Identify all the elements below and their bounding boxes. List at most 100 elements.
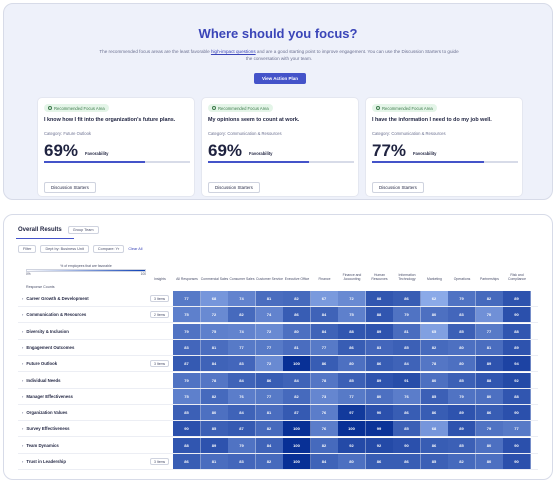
clear-all-link[interactable]: Clear All [128, 247, 143, 251]
table-row[interactable]: › Survey Effectiveness 90 85 87 82 100 76 100 99 8… [18, 421, 538, 438]
view-action-plan-button[interactable]: View Action Plan [254, 73, 306, 84]
heatmap-cell[interactable]: 87 [228, 421, 256, 437]
heatmap-cell[interactable]: 86 [475, 405, 504, 421]
heatmap-cell[interactable]: 78 [420, 356, 449, 372]
row-label[interactable]: › Engagement Outcomes [22, 345, 74, 350]
heatmap-cell[interactable]: 78 [310, 372, 339, 388]
heatmap-cell[interactable]: 74 [228, 291, 256, 306]
heatmap-cell[interactable]: 75 [200, 323, 229, 339]
heatmap-cell[interactable]: 85 [393, 339, 421, 355]
row-label[interactable]: › Future Outlook [22, 361, 57, 366]
heatmap-cell[interactable]: 89 [200, 437, 229, 453]
heatmap-cell[interactable]: 80 [420, 372, 449, 388]
heatmap-cell[interactable]: 84 [283, 372, 311, 388]
items-badge[interactable]: 3 Items [150, 360, 170, 368]
heatmap-cell[interactable]: 83 [448, 307, 476, 323]
heatmap-cell[interactable]: 72 [200, 307, 229, 323]
heatmap-cell[interactable]: 85 [420, 454, 449, 469]
heatmap-cell[interactable]: 100 [338, 421, 366, 437]
heatmap-cell[interactable]: 65 [420, 323, 449, 339]
heatmap-cell[interactable]: 80 [475, 454, 504, 469]
table-row[interactable]: › Engagement Outcomes 83 81 77 77 81 77 86 83 85 82… [18, 339, 538, 356]
row-label[interactable]: › Manager Effectiveness [22, 394, 73, 399]
heatmap-cell[interactable]: 76 [228, 388, 256, 404]
heatmap-cell[interactable]: 100 [283, 421, 311, 437]
heatmap-cell[interactable]: 81 [255, 405, 284, 421]
heatmap-cell[interactable]: 80 [338, 454, 366, 469]
table-row[interactable]: › Team Dynamics 88 89 79 84 100 82 92 92 90 86 85 80 9… [18, 437, 538, 454]
heatmap-cell[interactable]: 80 [448, 339, 476, 355]
heatmap-cell[interactable]: 94 [503, 356, 531, 372]
heatmap-cell[interactable]: 80 [338, 356, 366, 372]
heatmap-cell[interactable]: 86 [365, 356, 394, 372]
dept-filter[interactable]: Dept by: Business Unit [40, 245, 89, 253]
row-label[interactable]: › Communication & Resources [22, 312, 86, 317]
chevron-right-icon[interactable]: › [22, 328, 24, 334]
heatmap-cell[interactable]: 82 [448, 454, 476, 469]
heatmap-cell[interactable]: 77 [310, 339, 339, 355]
heatmap-cell[interactable]: 84 [310, 454, 339, 469]
heatmap-cell[interactable]: 78 [200, 372, 229, 388]
table-row[interactable]: › Diversity & Inclusion 79 75 74 72 80 84 88 89 81… [18, 323, 538, 340]
column-header[interactable]: Risk and Compliance [508, 273, 526, 281]
heatmap-cell[interactable]: 68 [420, 421, 449, 437]
heatmap-cell[interactable]: 88 [503, 388, 531, 404]
heatmap-cell[interactable]: 87 [173, 356, 201, 372]
heatmap-cell[interactable]: 79 [173, 323, 201, 339]
heatmap-cell[interactable]: 89 [475, 356, 504, 372]
heatmap-cell[interactable]: 80 [200, 405, 229, 421]
heatmap-cell[interactable]: 84 [393, 356, 421, 372]
row-label[interactable]: › Survey Effectiveness [22, 426, 70, 431]
heatmap-cell[interactable]: 77 [228, 339, 256, 355]
row-label[interactable]: › Diversity & Inclusion [22, 329, 69, 334]
heatmap-cell[interactable]: 90 [503, 307, 531, 323]
discussion-starters-button[interactable]: Discussion Starters [44, 182, 96, 193]
column-header[interactable]: Executive Office [284, 277, 310, 281]
heatmap-cell[interactable]: 89 [448, 421, 476, 437]
heatmap-cell[interactable]: 83 [173, 339, 201, 355]
items-badge[interactable]: 3 Items [150, 295, 170, 302]
heatmap-cell[interactable]: 100 [283, 454, 311, 469]
heatmap-cell[interactable]: 90 [393, 437, 421, 453]
heatmap-cell[interactable]: 76 [310, 421, 339, 437]
heatmap-cell[interactable]: 82 [310, 437, 339, 453]
heatmap-cell[interactable]: 81 [475, 339, 504, 355]
heatmap-cell[interactable]: 86 [310, 356, 339, 372]
heatmap-cell[interactable]: 86 [393, 291, 421, 306]
heatmap-cell[interactable]: 100 [283, 356, 311, 372]
heatmap-cell[interactable]: 86 [365, 454, 394, 469]
heatmap-cell[interactable]: 90 [503, 454, 531, 469]
items-badge[interactable]: 3 Items [150, 458, 170, 465]
heatmap-cell[interactable]: 73 [310, 388, 339, 404]
heatmap-cell[interactable]: 77 [255, 388, 284, 404]
column-header[interactable]: Customer Service [256, 277, 283, 281]
heatmap-cell[interactable]: 75 [338, 307, 366, 323]
row-label[interactable]: › Individual Needs [22, 378, 61, 383]
heatmap-cell[interactable]: 80 [283, 323, 311, 339]
heatmap-cell[interactable]: 89 [365, 323, 394, 339]
chevron-right-icon[interactable]: › [22, 312, 24, 318]
heatmap-cell[interactable]: 86 [173, 454, 201, 469]
column-header[interactable]: Information Technology [398, 273, 416, 281]
heatmap-cell[interactable]: 90 [503, 405, 531, 421]
chevron-right-icon[interactable]: › [22, 296, 24, 301]
heatmap-cell[interactable]: 77 [475, 323, 504, 339]
heatmap-cell[interactable]: 88 [173, 437, 201, 453]
heatmap-cell[interactable]: 83 [228, 454, 256, 469]
chevron-right-icon[interactable]: › [22, 442, 24, 448]
table-row[interactable]: › Communication & Resources 2 Items 75 72 82 7… [18, 307, 538, 324]
heatmap-cell[interactable]: 84 [310, 323, 339, 339]
table-row[interactable]: › Trust in Leadership 3 Items 86 81 83 82 100 84… [18, 454, 538, 470]
heatmap-cell[interactable]: 88 [475, 372, 504, 388]
column-header[interactable]: Finance and Accounting [342, 273, 362, 281]
heatmap-cell[interactable]: 88 [503, 323, 531, 339]
heatmap-cell[interactable]: 85 [338, 372, 366, 388]
heatmap-cell[interactable]: 89 [448, 405, 476, 421]
heatmap-cell[interactable]: 70 [475, 307, 504, 323]
heatmap-cell[interactable]: 92 [503, 372, 531, 388]
heatmap-cell[interactable]: 81 [200, 454, 229, 469]
heatmap-cell[interactable]: 77 [255, 339, 284, 355]
column-header[interactable]: All Responses [176, 277, 198, 281]
chevron-right-icon[interactable]: › [22, 361, 24, 367]
chevron-right-icon[interactable]: › [22, 410, 24, 416]
